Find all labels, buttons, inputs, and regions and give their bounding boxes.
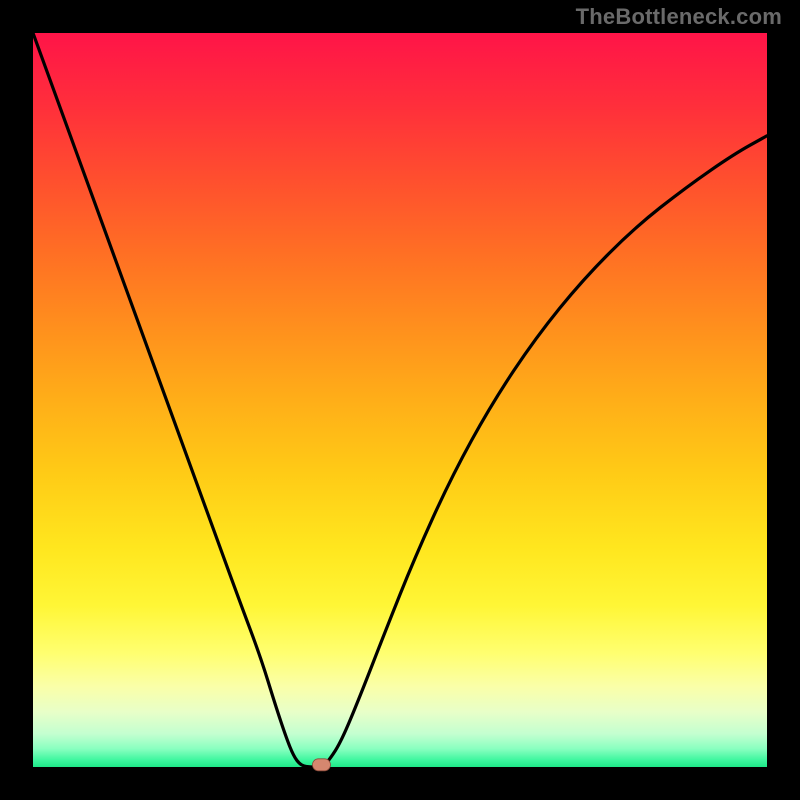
bottleneck-chart: [0, 0, 800, 800]
watermark-text: TheBottleneck.com: [576, 4, 782, 30]
optimum-marker: [312, 759, 330, 771]
gradient-background: [33, 33, 767, 767]
